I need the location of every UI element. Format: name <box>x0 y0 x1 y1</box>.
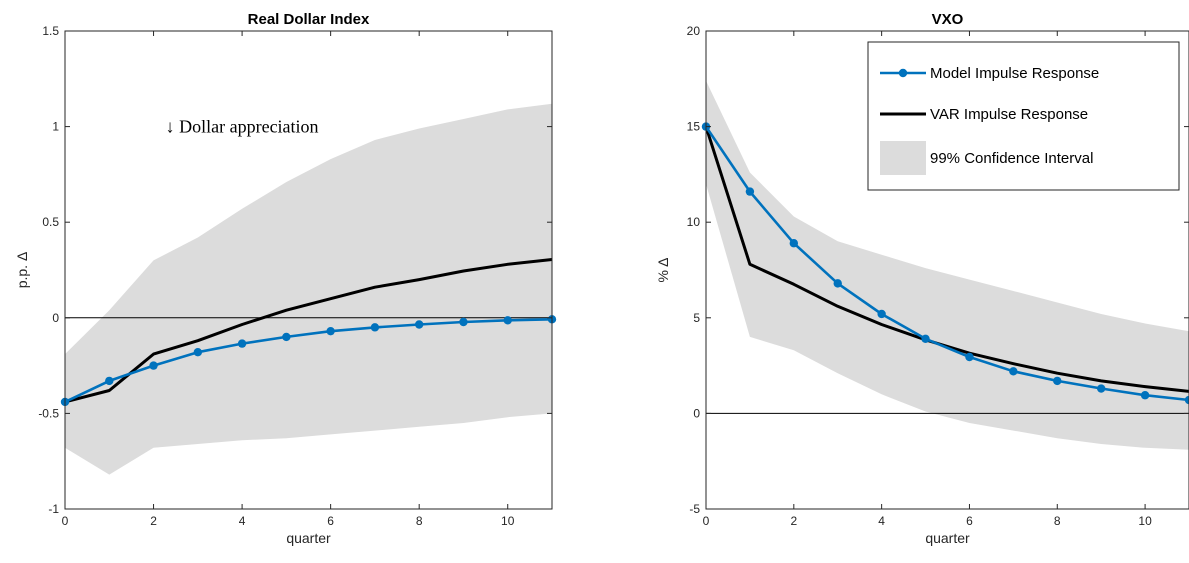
model-point <box>877 309 886 319</box>
legend-label-model: Model Impulse Response <box>930 65 1099 82</box>
y-tick-label: 0 <box>52 311 59 325</box>
y-tick-label: 1 <box>52 120 59 134</box>
model-point <box>237 339 247 348</box>
y-tick-label: -5 <box>689 502 700 516</box>
model-impulse-response-line <box>64 318 553 404</box>
chart-title: VXO <box>932 11 964 28</box>
chart-title: Real Dollar Index <box>248 11 370 28</box>
x-axis-label: quarter <box>286 530 331 546</box>
model-point <box>193 348 203 357</box>
x-tick-label: 4 <box>239 514 246 528</box>
y-axis-label: % Δ <box>655 258 671 283</box>
x-tick-label: 10 <box>1138 514 1152 528</box>
model-point <box>1140 391 1150 400</box>
model-point <box>370 323 380 332</box>
model-point <box>965 352 974 362</box>
model-point <box>326 326 335 336</box>
confidence-band <box>65 103 552 475</box>
model-point <box>789 239 799 248</box>
y-axis-label: p.p. Δ <box>14 252 30 289</box>
y-tick-label: -1 <box>48 502 59 516</box>
model-point <box>282 332 291 342</box>
model-point <box>459 317 468 327</box>
model-point <box>414 320 424 329</box>
model-point <box>105 376 114 386</box>
var-impulse-response-line <box>64 258 553 404</box>
legend: Model Impulse Response VAR Impulse Respon… <box>867 41 1180 191</box>
x-tick-label: 8 <box>416 514 423 528</box>
y-tick-label: -0.5 <box>38 406 59 420</box>
x-axis-label: quarter <box>925 530 970 546</box>
axes-box <box>705 30 1189 510</box>
legend-marker-model <box>898 68 908 78</box>
x-tick-label: 2 <box>150 514 157 528</box>
confidence-band <box>706 80 1189 450</box>
model-point <box>921 334 930 344</box>
x-tick-label: 6 <box>327 514 334 528</box>
annotation-text: ↓ Dollar appreciation <box>166 117 319 137</box>
model-impulse-response-line <box>704 125 1189 402</box>
x-tick-label: 0 <box>62 514 69 528</box>
x-tick-label: 2 <box>790 514 797 528</box>
legend-swatch-ci <box>880 141 926 175</box>
y-tick-label: 1.5 <box>42 24 59 38</box>
y-tick-label: 20 <box>687 24 701 38</box>
legend-label-var: VAR Impulse Response <box>930 106 1088 123</box>
legend-label-ci: 99% Confidence Interval <box>930 150 1093 167</box>
x-tick-label: 0 <box>703 514 710 528</box>
model-point <box>745 187 755 196</box>
y-tick-label: 0.5 <box>42 215 59 229</box>
axes-box <box>64 30 553 510</box>
x-tick-label: 10 <box>501 514 515 528</box>
chart-panel-1: 0 2 4 6 8 10 -1 -0.5 0 0.5 1 1.5 Real Dollar Index qu… <box>14 11 557 546</box>
y-tick-label: 15 <box>687 120 701 134</box>
y-tick-label: 10 <box>687 215 701 229</box>
model-point <box>833 279 842 288</box>
x-tick-label: 6 <box>966 514 973 528</box>
model-point <box>1053 376 1062 386</box>
y-tick-label: 0 <box>693 406 700 420</box>
model-point <box>503 316 512 325</box>
model-point <box>1184 395 1189 405</box>
model-point <box>1096 384 1106 393</box>
x-tick-label: 8 <box>1054 514 1061 528</box>
x-tick-label: 4 <box>878 514 885 528</box>
model-point <box>149 361 158 370</box>
model-point <box>1009 367 1018 376</box>
y-tick-label: 5 <box>693 311 700 325</box>
